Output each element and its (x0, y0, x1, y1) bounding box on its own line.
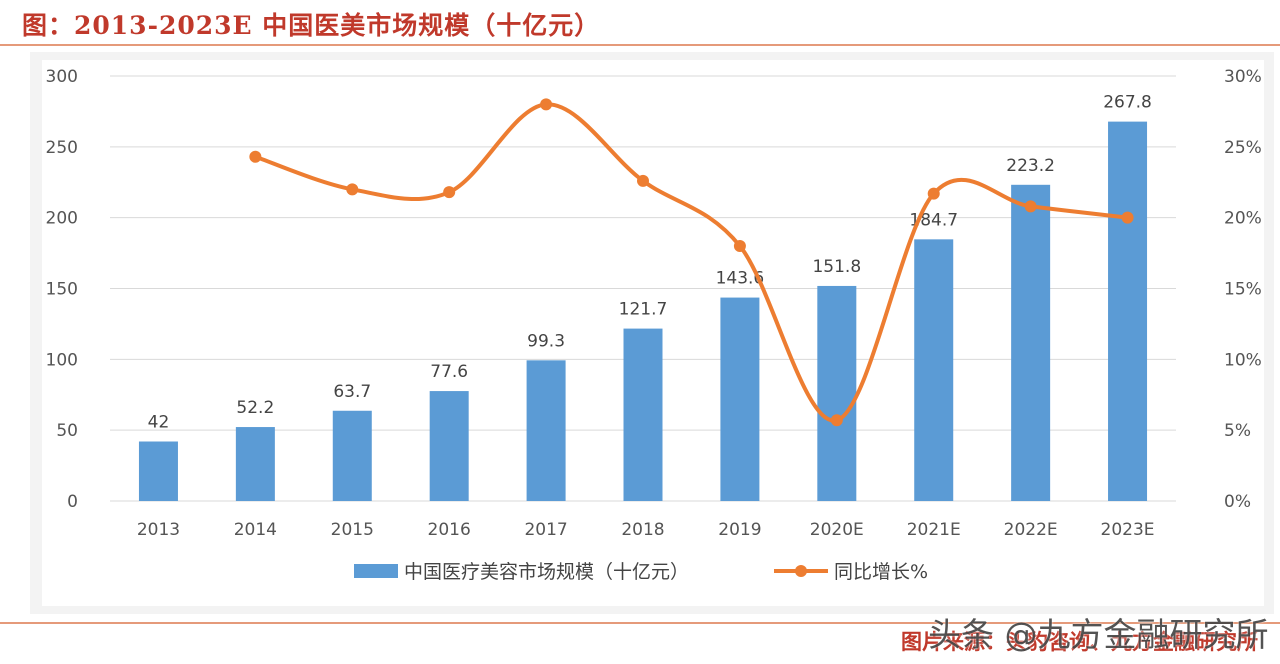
legend-line-marker (795, 565, 807, 577)
bar-data-label: 77.6 (430, 362, 468, 382)
watermark: 头条 @九方金融研究所 (928, 615, 1269, 654)
y-right-tick-label: 0% (1224, 492, 1251, 512)
y-right-tick-label: 10% (1224, 350, 1262, 370)
x-tick-label: 2015 (331, 520, 374, 540)
y-left-tick-label: 150 (46, 280, 78, 300)
bar-data-label: 267.8 (1103, 93, 1152, 113)
bar-data-label: 63.7 (333, 382, 371, 402)
bar (720, 297, 760, 501)
bar (526, 360, 566, 501)
y-right-tick-label: 30% (1224, 67, 1262, 87)
y-left-tick-label: 200 (46, 209, 78, 229)
y-right-tick-label: 20% (1224, 209, 1262, 229)
growth-line (253, 102, 1130, 423)
bar (429, 391, 469, 501)
bar-data-label: 52.2 (236, 398, 274, 418)
chart-frame: 0 50 100 150 200 250 300 0% 5% 10% 15% 20% 25% 30% 42 5… (30, 52, 1274, 614)
bar (914, 239, 954, 501)
bar (817, 285, 857, 501)
bar (1108, 121, 1148, 501)
growth-point (443, 186, 456, 199)
y-right-tick-label: 25% (1224, 138, 1262, 158)
bar-data-label: 121.7 (619, 300, 668, 320)
y-left-tick-label: 250 (46, 138, 78, 158)
legend-bar-swatch (354, 564, 398, 578)
y-right-tick-label: 5% (1224, 421, 1251, 441)
chart: 0 50 100 150 200 250 300 0% 5% 10% 15% 20% 25% 30% 42 5… (42, 60, 1264, 606)
x-tick-label: 2013 (137, 520, 180, 540)
y-left-tick-label: 100 (46, 350, 78, 370)
bar-data-label: 151.8 (812, 257, 861, 277)
footer-divider (0, 622, 1280, 624)
growth-point (249, 150, 262, 163)
source-caption: 图片来源：头豹咨询、九方金融研究所 (901, 629, 1258, 654)
growth-point (733, 240, 746, 252)
x-tick-label: 2018 (621, 520, 664, 540)
growth-point (927, 187, 940, 200)
bar (235, 427, 275, 501)
legend-line-label: 同比增长% (834, 561, 928, 583)
growth-point (1121, 211, 1134, 224)
bar (138, 441, 178, 501)
x-tick-label: 2016 (428, 520, 471, 540)
y-right-tick-label: 15% (1224, 280, 1262, 300)
x-tick-label: 2021E (907, 520, 961, 540)
bar (623, 328, 663, 501)
title-divider (0, 44, 1280, 46)
x-tick-label: 2022E (1004, 520, 1058, 540)
x-tick-label: 2017 (524, 520, 567, 540)
bar (332, 410, 372, 501)
title-bar: 图：2013-2023E 中国医美市场规模（十亿元） (0, 0, 1280, 44)
y-left-tick-label: 50 (56, 421, 78, 441)
growth-point (346, 183, 359, 196)
bar (1011, 184, 1051, 502)
growth-point (540, 98, 553, 111)
y-left-tick-label: 300 (46, 67, 78, 87)
growth-point (1024, 200, 1037, 213)
bar-data-label: 143.6 (716, 269, 765, 289)
bar-data-label: 42 (148, 413, 170, 433)
bar-data-label: 99.3 (527, 331, 565, 351)
x-tick-label: 2019 (718, 520, 761, 540)
growth-point (637, 174, 649, 187)
growth-point (830, 414, 843, 427)
legend-bar-label: 中国医疗美容市场规模（十亿元） (404, 561, 689, 583)
bar-data-label: 223.2 (1006, 156, 1055, 176)
y-left-tick-label: 0 (67, 492, 78, 512)
x-tick-label: 2014 (234, 520, 277, 540)
x-tick-label: 2023E (1101, 520, 1155, 540)
x-tick-label: 2020E (810, 520, 864, 540)
page-title: 图：2013-2023E 中国医美市场规模（十亿元） (22, 11, 601, 40)
